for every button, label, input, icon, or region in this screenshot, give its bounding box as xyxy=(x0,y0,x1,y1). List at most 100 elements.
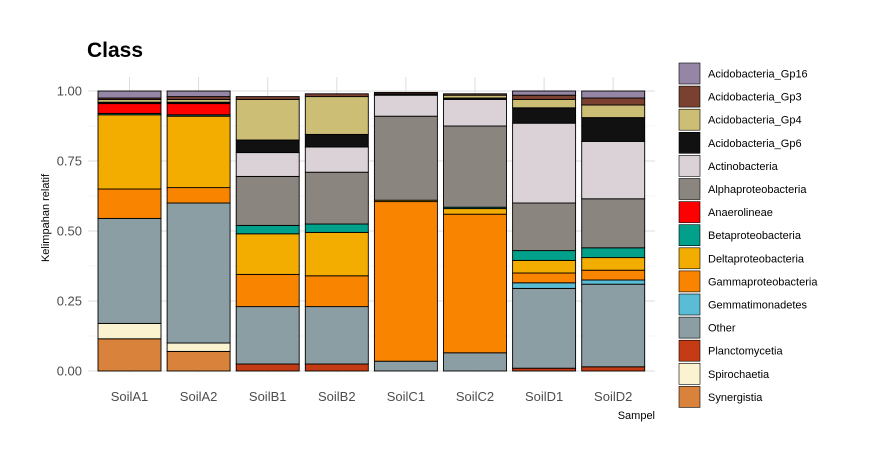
bar-segment xyxy=(512,90,577,96)
x-axis-label: Sampel xyxy=(618,410,655,422)
bar-segment xyxy=(512,107,577,124)
y-tick-label: 0.50 xyxy=(57,224,82,239)
legend-key xyxy=(678,270,701,293)
bar-segment xyxy=(373,201,438,362)
y-axis-ticks: 0.00 0.25 0.50 0.75 1.00 xyxy=(57,84,82,379)
bars xyxy=(97,90,646,372)
y-axis-label: Kelimpahan relatif xyxy=(40,173,52,262)
bar-segment xyxy=(443,93,507,96)
bar-segment xyxy=(373,360,438,372)
bar-segment xyxy=(304,275,369,308)
bar-segment xyxy=(235,306,300,365)
bar-segment xyxy=(581,366,646,372)
bar-segment xyxy=(304,231,369,277)
legend-label: Acidobacteria_Gp16 xyxy=(708,69,808,81)
x-tick-label: SoilD1 xyxy=(525,389,563,404)
bar-segment xyxy=(581,279,646,285)
legend-label: Other xyxy=(708,323,736,335)
bar-segment xyxy=(304,146,369,173)
bar-segment xyxy=(235,273,300,308)
y-tick-label: 0.00 xyxy=(57,364,82,379)
bar-segment xyxy=(235,233,300,275)
bar-segment xyxy=(97,338,162,372)
bar-segment xyxy=(235,98,300,141)
bar-segment xyxy=(166,115,231,189)
x-tick-label: SoilC1 xyxy=(387,389,425,404)
x-tick-label: SoilA1 xyxy=(111,389,149,404)
y-tick-label: 0.25 xyxy=(57,294,82,309)
bar-segment xyxy=(512,122,577,204)
bar-segment xyxy=(373,91,438,95)
legend-label: Acidobacteria_Gp3 xyxy=(708,92,802,104)
legend-key xyxy=(678,362,701,385)
bar-segment xyxy=(512,202,577,252)
legend-label: Alphaproteobacteria xyxy=(708,184,807,196)
bar-segment xyxy=(235,224,300,235)
bar-segment xyxy=(304,93,369,98)
legend-label: Acidobacteria_Gp4 xyxy=(708,115,802,127)
legend-key xyxy=(678,155,701,177)
bar-segment xyxy=(581,104,646,119)
bar-segment xyxy=(235,96,300,100)
bar-segment xyxy=(235,175,300,226)
bar-segment xyxy=(512,272,577,284)
bar-segment xyxy=(97,217,162,324)
x-tick-label: SoilC2 xyxy=(456,389,494,404)
legend: Acidobacteria_Gp16 Acidobacteria_Gp3 Acido… xyxy=(678,62,818,408)
bar-segment xyxy=(304,306,369,365)
bar-segment xyxy=(304,363,369,372)
bar-segment xyxy=(166,350,231,372)
legend-label: Gemmatimonadetes xyxy=(708,300,808,312)
bar-segment xyxy=(304,133,369,148)
y-tick-label: 0.75 xyxy=(57,154,82,169)
bar-segment xyxy=(443,98,507,127)
bar-segment xyxy=(512,287,577,369)
legend-key xyxy=(678,201,701,223)
legend-key xyxy=(678,293,701,316)
bar-segment xyxy=(581,283,646,368)
bar-segment xyxy=(166,187,231,204)
bar-segment xyxy=(512,250,577,261)
legend-label: Actinobacteria xyxy=(708,161,779,173)
bar-segment xyxy=(512,98,577,109)
legend-label: Synergistia xyxy=(708,392,763,404)
bar-segment xyxy=(97,322,162,340)
chart-title: Class xyxy=(87,39,143,62)
bar-segment xyxy=(581,269,646,281)
legend-key xyxy=(678,85,701,108)
legend-label: Anaerolineae xyxy=(708,207,773,219)
legend-key xyxy=(678,247,701,270)
legend-key xyxy=(678,132,701,154)
x-tick-label: SoilD2 xyxy=(594,389,632,404)
bar-segment xyxy=(581,198,646,249)
bar-segment xyxy=(581,117,646,142)
legend-key xyxy=(678,178,701,200)
legend-key xyxy=(678,108,701,131)
bar-segment xyxy=(512,282,577,289)
bar-segment xyxy=(235,152,300,177)
bar-segment xyxy=(166,202,231,344)
bar-segment xyxy=(97,90,162,99)
legend-key xyxy=(678,386,701,408)
x-tick-label: SoilB2 xyxy=(318,389,356,404)
bar-segment xyxy=(97,114,162,190)
legend-key xyxy=(678,62,701,85)
legend-key xyxy=(678,316,701,339)
bar-segment xyxy=(443,352,507,372)
bar-segment xyxy=(443,125,507,208)
bar-segment xyxy=(443,213,507,354)
bar-segment xyxy=(304,171,369,225)
legend-label: Deltaproteobacteria xyxy=(708,253,805,265)
legend-label: Gammaproteobacteria xyxy=(708,276,818,288)
bar-segment xyxy=(166,342,231,352)
bar-segment xyxy=(581,247,646,259)
bar-segment xyxy=(512,94,577,100)
bar-segment xyxy=(581,97,646,106)
bar-segment xyxy=(235,363,300,372)
bar-segment xyxy=(443,208,507,215)
legend-key xyxy=(678,224,701,246)
legend-label: Betaproteobacteria xyxy=(708,230,802,242)
legend-label: Spirochaetia xyxy=(708,369,770,381)
bar-segment xyxy=(373,115,438,201)
